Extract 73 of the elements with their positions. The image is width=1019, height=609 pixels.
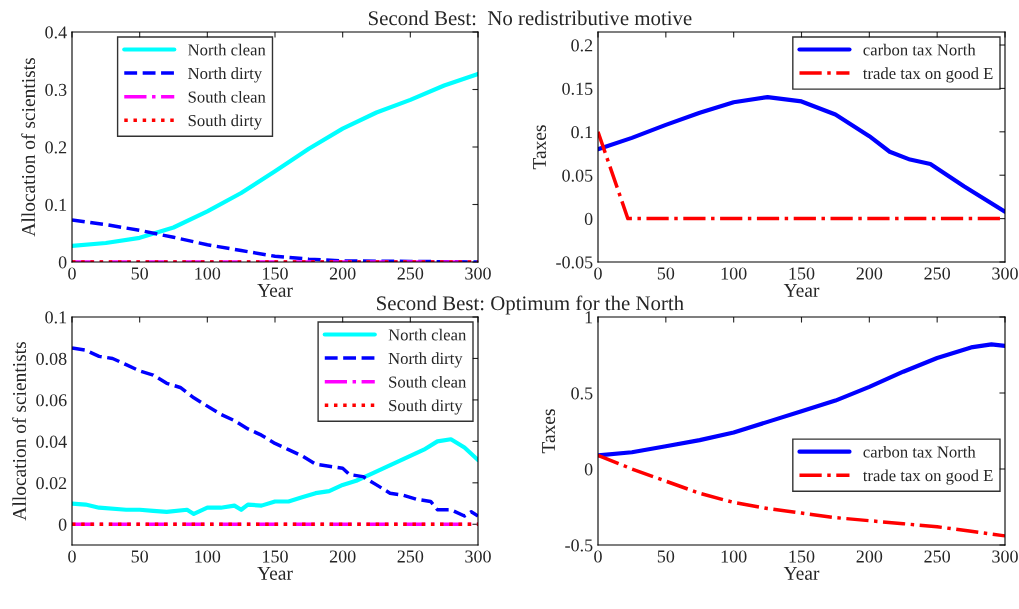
x-axis-title: Year <box>783 566 820 580</box>
y-tick-label: 0.1 <box>45 311 67 324</box>
x-tick-label: 50 <box>131 550 149 563</box>
x-tick-label: 150 <box>789 550 815 563</box>
text: Second Best: No redistributive motive <box>368 10 692 26</box>
line-series <box>598 342 1005 458</box>
x-tick-label: 200 <box>856 267 883 280</box>
x-tick-label: 0 <box>68 267 76 280</box>
legend-label: North clean <box>188 43 266 56</box>
x-tick-label: 0 <box>594 267 602 280</box>
x-tick-label: 200 <box>329 550 356 563</box>
x-tick-label: 0 <box>594 550 602 563</box>
legend-label: North dirty <box>188 67 263 83</box>
y-tick-label: 0 <box>584 212 593 226</box>
y-tick-label: 0.04 <box>36 435 67 448</box>
y-tick-label: 0.2 <box>571 39 593 52</box>
y-tick-label: 0 <box>584 463 593 476</box>
x-tick-label: 0 <box>68 550 76 563</box>
x-tick-label: 100 <box>721 267 747 280</box>
y-tick-label: 0.5 <box>571 387 593 400</box>
y-tick-label: 0.4 <box>45 26 67 39</box>
legend-label: North dirty <box>388 352 463 368</box>
y-tick-label: -0.5 <box>565 539 593 552</box>
legend-label: South clean <box>389 375 467 388</box>
y-tick-label: 0.06 <box>36 394 67 407</box>
y-tick-label: 0.15 <box>562 82 593 95</box>
x-tick-label: 200 <box>329 267 356 280</box>
y-tick-label: -0.05 <box>556 256 593 269</box>
y-tick-label: 0.02 <box>36 477 67 490</box>
y-tick-label: 0.1 <box>571 126 593 139</box>
x-tick-label: 150 <box>263 267 288 280</box>
y-tick-label: 0.08 <box>36 352 67 365</box>
y-tick-label: 0.3 <box>45 83 67 97</box>
x-tick-label: 300 <box>992 267 1018 280</box>
x-axis-title: Year <box>783 283 820 297</box>
y-tick-label: 0 <box>58 256 67 269</box>
x-tick-label: 50 <box>657 550 675 563</box>
line-series <box>72 346 478 518</box>
x-axis-title: Year <box>257 566 293 580</box>
y-tick-label: 0.2 <box>45 141 67 154</box>
x-tick-label: 250 <box>397 267 424 280</box>
line-series <box>72 437 478 516</box>
y-axis-title: Taxes <box>542 409 556 454</box>
x-tick-label: 250 <box>924 550 951 563</box>
x-tick-label: 250 <box>924 267 951 280</box>
x-tick-label: 100 <box>721 550 747 563</box>
y-tick-label: 0.05 <box>562 169 593 182</box>
x-tick-label: 250 <box>397 550 424 563</box>
x-tick-label: 50 <box>657 267 675 280</box>
x-tick-label: 300 <box>465 550 491 563</box>
x-tick-label: 150 <box>263 550 288 563</box>
x-tick-label: 100 <box>195 550 221 563</box>
legend-label: North clean <box>388 328 467 341</box>
legend-label: trade tax on good E <box>862 67 993 83</box>
legend-label: South dirty <box>188 114 263 130</box>
x-tick-label: 100 <box>195 267 221 280</box>
y-axis-title: Allocation of scientists <box>21 58 36 237</box>
x-tick-label: 300 <box>992 550 1018 563</box>
legend-label: South dirty <box>389 399 463 415</box>
legend-label: carbon tax North <box>863 445 976 458</box>
x-tick-label: 200 <box>856 550 883 563</box>
legend-label: carbon tax North <box>863 43 976 56</box>
y-tick-label: 0.1 <box>45 198 67 212</box>
x-tick-label: 50 <box>131 267 149 280</box>
x-axis-title: Year <box>257 283 293 297</box>
legend-label: trade tax on good E <box>862 469 993 485</box>
legend-label: South clean <box>188 90 266 103</box>
x-tick-label: 150 <box>789 267 815 280</box>
line-series <box>598 95 1005 214</box>
y-tick-label: 0 <box>58 518 67 531</box>
x-tick-label: 300 <box>465 267 491 280</box>
y-axis-title: Taxes <box>533 125 547 170</box>
y-axis-title: Allocation of scientists <box>12 342 27 521</box>
